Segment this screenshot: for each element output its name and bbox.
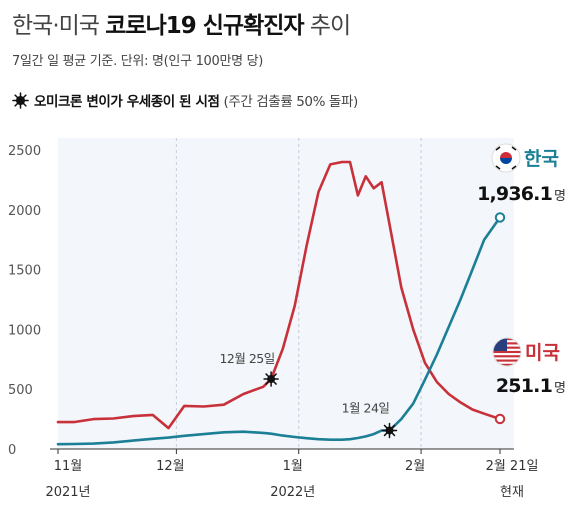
- x-tick-label: 11월: [54, 459, 83, 474]
- title-main: 코로나19 신규확진자: [105, 13, 304, 39]
- y-tick-label: 1000: [8, 323, 41, 338]
- y-tick-label: 0: [8, 443, 16, 458]
- chart-subtitle: 7일간 일 평균 기준. 단위: 명(인구 100만명 당): [12, 54, 264, 69]
- series-line-0: [56, 160, 502, 430]
- x-tick-sublabel: 현재: [500, 485, 524, 500]
- y-tick-label: 2500: [8, 144, 41, 159]
- x-tick-label: 1월: [283, 459, 303, 474]
- omicron-marker-label: 1월 24일: [342, 400, 390, 415]
- usa-flag-icon: [492, 337, 522, 367]
- series-end-value: 1,936.1: [477, 183, 552, 205]
- series-name-label: 한국: [524, 148, 559, 170]
- omicron-legend-note: (주간 검출률 50% 돌파): [223, 94, 358, 110]
- series-name-label: 미국: [525, 342, 560, 364]
- korea-flag-icon: [491, 143, 521, 173]
- title-tail: 추이: [309, 13, 351, 39]
- omicron-marker-1: [381, 422, 398, 439]
- y-tick-label: 2000: [8, 204, 41, 219]
- series-line-1: [56, 216, 502, 446]
- chart-title: 한국·미국 코로나19 신규확진자 추이: [12, 6, 351, 40]
- series-end-value: 251.1: [496, 375, 552, 397]
- omicron-legend: 오미크론 변이가 우세종이 된 시점 (주간 검출률 50% 돌파): [12, 90, 358, 110]
- title-countries: 한국·미국: [12, 13, 100, 39]
- y-tick-label: 1500: [8, 264, 41, 279]
- x-tick-label: 2월 21일: [486, 459, 539, 474]
- x-tick-sublabel: 2021년: [45, 485, 90, 500]
- series-end-unit: 명: [554, 381, 566, 396]
- x-tick-sublabel: 2022년: [270, 485, 315, 500]
- omicron-legend-label: 오미크론 변이가 우세종이 된 시점: [34, 94, 220, 110]
- x-tick-label: 12월: [156, 459, 185, 474]
- x-tick-label: 2월: [405, 459, 425, 474]
- y-tick-label: 500: [8, 383, 33, 398]
- plot-area: [58, 138, 514, 449]
- series-end-point-1: [494, 212, 506, 223]
- omicron-marker-0: [263, 371, 279, 387]
- omicron-marker-label: 12월 25일: [219, 351, 274, 366]
- series-end-unit: 명: [554, 189, 566, 204]
- series-end-point-0: [494, 413, 506, 425]
- virus-icon: [12, 91, 29, 109]
